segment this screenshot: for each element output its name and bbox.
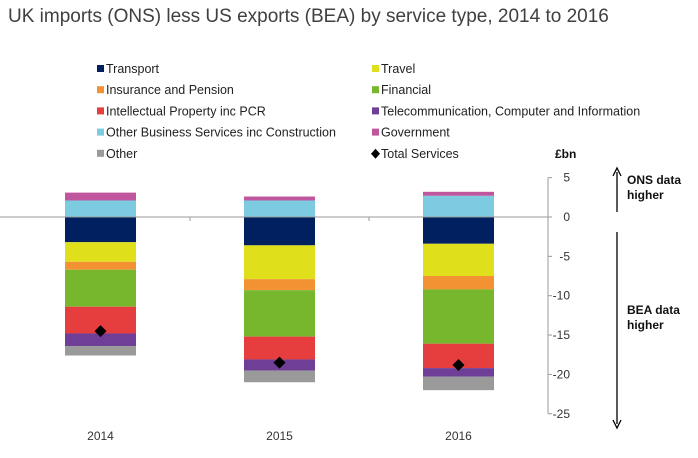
y-tick-label: -25 bbox=[553, 407, 571, 421]
bar-segment bbox=[244, 370, 315, 383]
bar-segment bbox=[65, 346, 136, 356]
up-arrow-head-icon bbox=[612, 166, 622, 177]
bar-segment bbox=[244, 245, 315, 280]
legend-swatch bbox=[372, 128, 379, 136]
legend-label: Insurance and Pension bbox=[106, 83, 234, 97]
total-marker bbox=[273, 356, 286, 369]
legend-label: Transport bbox=[106, 62, 160, 76]
legend-label: Financial bbox=[381, 83, 431, 97]
y-axis-unit: £bn bbox=[555, 147, 576, 161]
legend-label: Travel bbox=[381, 62, 415, 76]
bar-segment bbox=[65, 242, 136, 262]
chart-title: UK imports (ONS) less US exports (BEA) b… bbox=[8, 6, 609, 27]
legend-swatch bbox=[372, 107, 379, 115]
y-tick-label: -15 bbox=[553, 328, 571, 342]
bar-segment bbox=[423, 195, 494, 217]
legend-label: Other Business Services inc Construction bbox=[106, 126, 336, 140]
bar-segment bbox=[423, 243, 494, 277]
x-tick-label: 2014 bbox=[87, 429, 114, 443]
bar-segment bbox=[244, 196, 315, 201]
y-tick-label: -10 bbox=[553, 289, 571, 303]
legend-swatch bbox=[372, 65, 379, 72]
bar-segment bbox=[65, 269, 136, 307]
legend-label: Other bbox=[106, 147, 137, 161]
bar-segment bbox=[423, 191, 494, 196]
y-tick-label: 5 bbox=[563, 171, 570, 185]
total-marker bbox=[452, 358, 465, 371]
legend-label: Intellectual Property inc PCR bbox=[106, 104, 266, 118]
bar-segment bbox=[244, 279, 315, 291]
legend-swatch bbox=[97, 86, 104, 94]
legend-diamond-icon bbox=[371, 148, 380, 159]
y-tick-label: -5 bbox=[559, 249, 570, 263]
bar-segment bbox=[65, 200, 136, 217]
legend-label: Total Services bbox=[381, 147, 459, 161]
bar-segment bbox=[65, 217, 136, 243]
bar-segment bbox=[423, 376, 494, 391]
bar-segment bbox=[244, 217, 315, 246]
legend-label: Telecommunication, Computer and Informat… bbox=[381, 104, 640, 118]
x-tick-label: 2015 bbox=[266, 429, 293, 443]
annotation-ons: ONS data bbox=[627, 173, 681, 187]
bar-segment bbox=[65, 192, 136, 201]
bar-segment bbox=[65, 261, 136, 270]
legend-swatch bbox=[97, 149, 104, 157]
x-tick-label: 2016 bbox=[445, 429, 472, 443]
y-tick-label: -20 bbox=[553, 367, 571, 381]
bar-segment bbox=[65, 333, 136, 347]
legend-swatch bbox=[97, 107, 104, 115]
bar-segment bbox=[244, 290, 315, 337]
legend-swatch bbox=[97, 65, 104, 72]
bar-segment bbox=[423, 368, 494, 377]
bar-segment bbox=[423, 276, 494, 290]
y-tick-label: 0 bbox=[563, 210, 570, 224]
bar-segment bbox=[423, 217, 494, 244]
legend-label: Government bbox=[381, 126, 450, 140]
down-arrow-head-icon bbox=[612, 419, 622, 430]
annotation-ons: higher bbox=[627, 188, 664, 202]
annotation-bea: BEA data bbox=[627, 303, 680, 317]
total-marker bbox=[94, 325, 107, 338]
legend-swatch bbox=[97, 128, 104, 136]
annotation-bea: higher bbox=[627, 318, 664, 332]
legend-swatch bbox=[372, 86, 379, 94]
bar-segment bbox=[423, 289, 494, 344]
bar-segment bbox=[244, 336, 315, 360]
bar-segment bbox=[244, 200, 315, 217]
